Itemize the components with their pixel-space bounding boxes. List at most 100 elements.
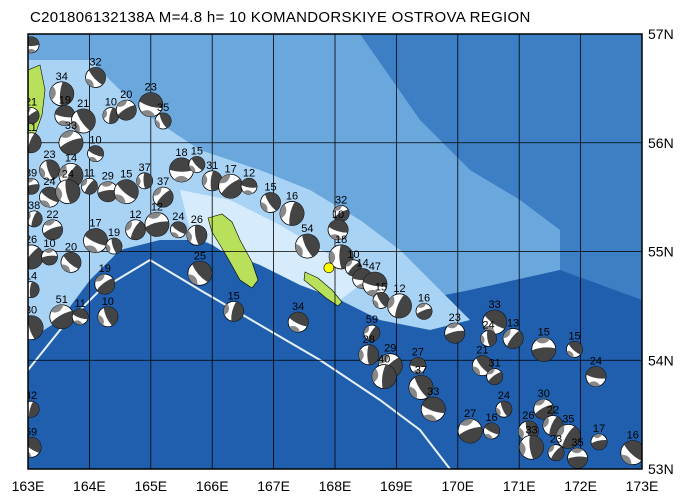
event-depth-label: 33 xyxy=(525,424,537,436)
focal-mechanism-beachball[interactable] xyxy=(384,290,415,321)
focal-mechanism-beachball[interactable] xyxy=(567,447,588,469)
focal-mechanism-beachball[interactable] xyxy=(57,248,85,276)
focal-mechanism-beachball[interactable] xyxy=(16,313,46,343)
focal-mechanism-beachball[interactable] xyxy=(616,436,650,470)
lat-axis-labels: 57N 56N 55N 54N 53N xyxy=(648,26,674,477)
highlighted-event-marker[interactable] xyxy=(323,262,335,274)
focal-mechanism-beachball[interactable] xyxy=(291,230,323,262)
focal-mechanism-beachball[interactable] xyxy=(185,224,208,247)
focal-mechanism-beachball[interactable] xyxy=(169,157,194,183)
event-depth-label: 47 xyxy=(25,26,37,38)
focal-mechanism-beachball[interactable] xyxy=(455,416,486,447)
focal-mechanism-beachball[interactable] xyxy=(479,329,497,347)
focal-mechanism-beachball[interactable] xyxy=(24,209,45,230)
event-depth-label: 32 xyxy=(89,57,101,69)
focal-mechanism-beachball[interactable] xyxy=(493,399,514,420)
focal-mechanism-beachball[interactable] xyxy=(418,394,449,425)
focal-mechanism-beachball[interactable] xyxy=(80,225,112,257)
focal-mechanism-beachball[interactable] xyxy=(18,130,44,156)
focal-mechanism-beachball[interactable] xyxy=(22,281,40,299)
event-depth-label: 31 xyxy=(489,358,501,370)
focal-mechanism-beachball[interactable] xyxy=(545,441,568,464)
focal-mechanism-beachball[interactable] xyxy=(95,303,122,330)
focal-mechanism-beachball[interactable] xyxy=(326,217,351,242)
focal-mechanism-beachball[interactable] xyxy=(481,420,503,442)
focal-mechanism-beachball[interactable] xyxy=(136,172,154,190)
focal-mechanism-beachball[interactable] xyxy=(109,175,143,209)
focal-mechanism-beachball[interactable] xyxy=(278,199,307,228)
focal-mechanism-beachball[interactable] xyxy=(41,248,59,266)
focal-mechanism-beachball[interactable] xyxy=(17,433,45,461)
focal-mechanism-beachball[interactable] xyxy=(54,104,77,127)
focal-mechanism-beachball[interactable] xyxy=(330,203,352,225)
focal-mechanism-beachball[interactable] xyxy=(85,143,106,164)
lat-tick-label: 53N xyxy=(648,461,674,477)
lat-tick-label: 55N xyxy=(648,244,674,260)
event-depth-label: 35 xyxy=(562,413,574,425)
focal-mechanism-beachball[interactable] xyxy=(186,153,209,176)
focal-mechanism-beachball[interactable] xyxy=(91,270,119,298)
event-depth-label: 23 xyxy=(145,82,157,94)
focal-mechanism-beachball[interactable] xyxy=(101,106,120,125)
lon-tick-label: 166E xyxy=(196,478,229,494)
focal-mechanism-beachball[interactable] xyxy=(21,399,41,419)
focal-mechanism-beachball[interactable] xyxy=(37,157,62,182)
focal-mechanism-beachball[interactable] xyxy=(552,420,585,453)
focal-mechanism-beachball[interactable] xyxy=(113,96,140,123)
focal-mechanism-beachball[interactable] xyxy=(167,219,189,241)
focal-mechanism-beachball[interactable] xyxy=(70,307,90,327)
focal-mechanism-beachball[interactable] xyxy=(104,236,124,256)
focal-mechanism-beachball[interactable] xyxy=(54,178,82,206)
focal-mechanism-beachball[interactable] xyxy=(370,289,392,311)
focal-mechanism-beachball[interactable] xyxy=(142,210,171,239)
focal-mechanism-beachball[interactable] xyxy=(222,299,246,323)
focal-mechanism-beachball[interactable] xyxy=(584,365,607,388)
event-depth-label: 15 xyxy=(375,281,387,293)
focal-mechanism-beachball[interactable] xyxy=(49,81,75,107)
focal-mechanism-beachball[interactable] xyxy=(518,434,545,461)
focal-mechanism-beachball[interactable] xyxy=(97,181,119,203)
focal-mechanism-beachball[interactable] xyxy=(40,217,66,243)
focal-mechanism-beachball[interactable] xyxy=(36,183,64,211)
focal-mechanism-beachball[interactable] xyxy=(78,175,100,197)
focal-mechanism-beachball[interactable] xyxy=(499,324,527,352)
event-depth-label: 15 xyxy=(538,326,550,338)
focal-mechanism-beachball[interactable] xyxy=(443,321,467,345)
focal-mechanism-beachball[interactable] xyxy=(414,301,435,322)
focal-mechanism-beachball[interactable] xyxy=(81,63,109,91)
event-depth-label: 29 xyxy=(102,171,114,183)
event-depth-label: 59 xyxy=(25,426,37,438)
focal-mechanism-beachball[interactable] xyxy=(468,352,496,380)
focal-mechanism-beachball[interactable] xyxy=(23,36,40,54)
focal-mechanism-beachball[interactable] xyxy=(285,309,312,336)
focal-mechanism-beachball[interactable] xyxy=(214,169,248,203)
focal-mechanism-beachball[interactable] xyxy=(21,176,41,196)
event-depth-label: 10 xyxy=(347,249,359,261)
focal-mechanism-beachball[interactable] xyxy=(149,183,177,211)
focal-mechanism-beachball[interactable] xyxy=(136,90,166,120)
focal-mechanism-beachball[interactable] xyxy=(240,177,258,195)
event-depth-label: 18 xyxy=(175,147,187,159)
focal-mechanism-beachball[interactable] xyxy=(45,300,78,333)
focal-mechanism-beachball[interactable] xyxy=(122,216,149,243)
focal-mechanism-beachball[interactable] xyxy=(67,104,100,137)
focal-mechanism-beachball[interactable] xyxy=(590,432,609,451)
focal-mechanism-beachball[interactable] xyxy=(152,110,174,132)
focal-mechanism-beachball[interactable] xyxy=(358,344,380,366)
focal-mechanism-beachball[interactable] xyxy=(483,365,505,387)
focal-mechanism-beachball[interactable] xyxy=(55,127,86,158)
event-depth-label: 14 xyxy=(25,271,37,283)
focal-mechanism-beachball[interactable] xyxy=(404,371,437,404)
event-depth-label: 28 xyxy=(363,334,375,346)
event-depth-label: 31 xyxy=(206,160,218,172)
event-depth-label: 16 xyxy=(418,292,430,304)
focal-mechanism-beachball[interactable] xyxy=(563,338,586,361)
focal-mechanism-beachball[interactable] xyxy=(183,256,217,290)
focal-mechanism-beachball[interactable] xyxy=(257,189,285,217)
focal-mechanism-beachball[interactable] xyxy=(361,322,383,344)
focal-mechanism-beachball[interactable] xyxy=(361,270,389,298)
focal-mechanism-beachball[interactable] xyxy=(409,357,427,375)
focal-mechanism-beachball[interactable] xyxy=(371,363,398,390)
focal-mechanism-beachball[interactable] xyxy=(531,336,557,362)
map-frame xyxy=(27,33,643,470)
